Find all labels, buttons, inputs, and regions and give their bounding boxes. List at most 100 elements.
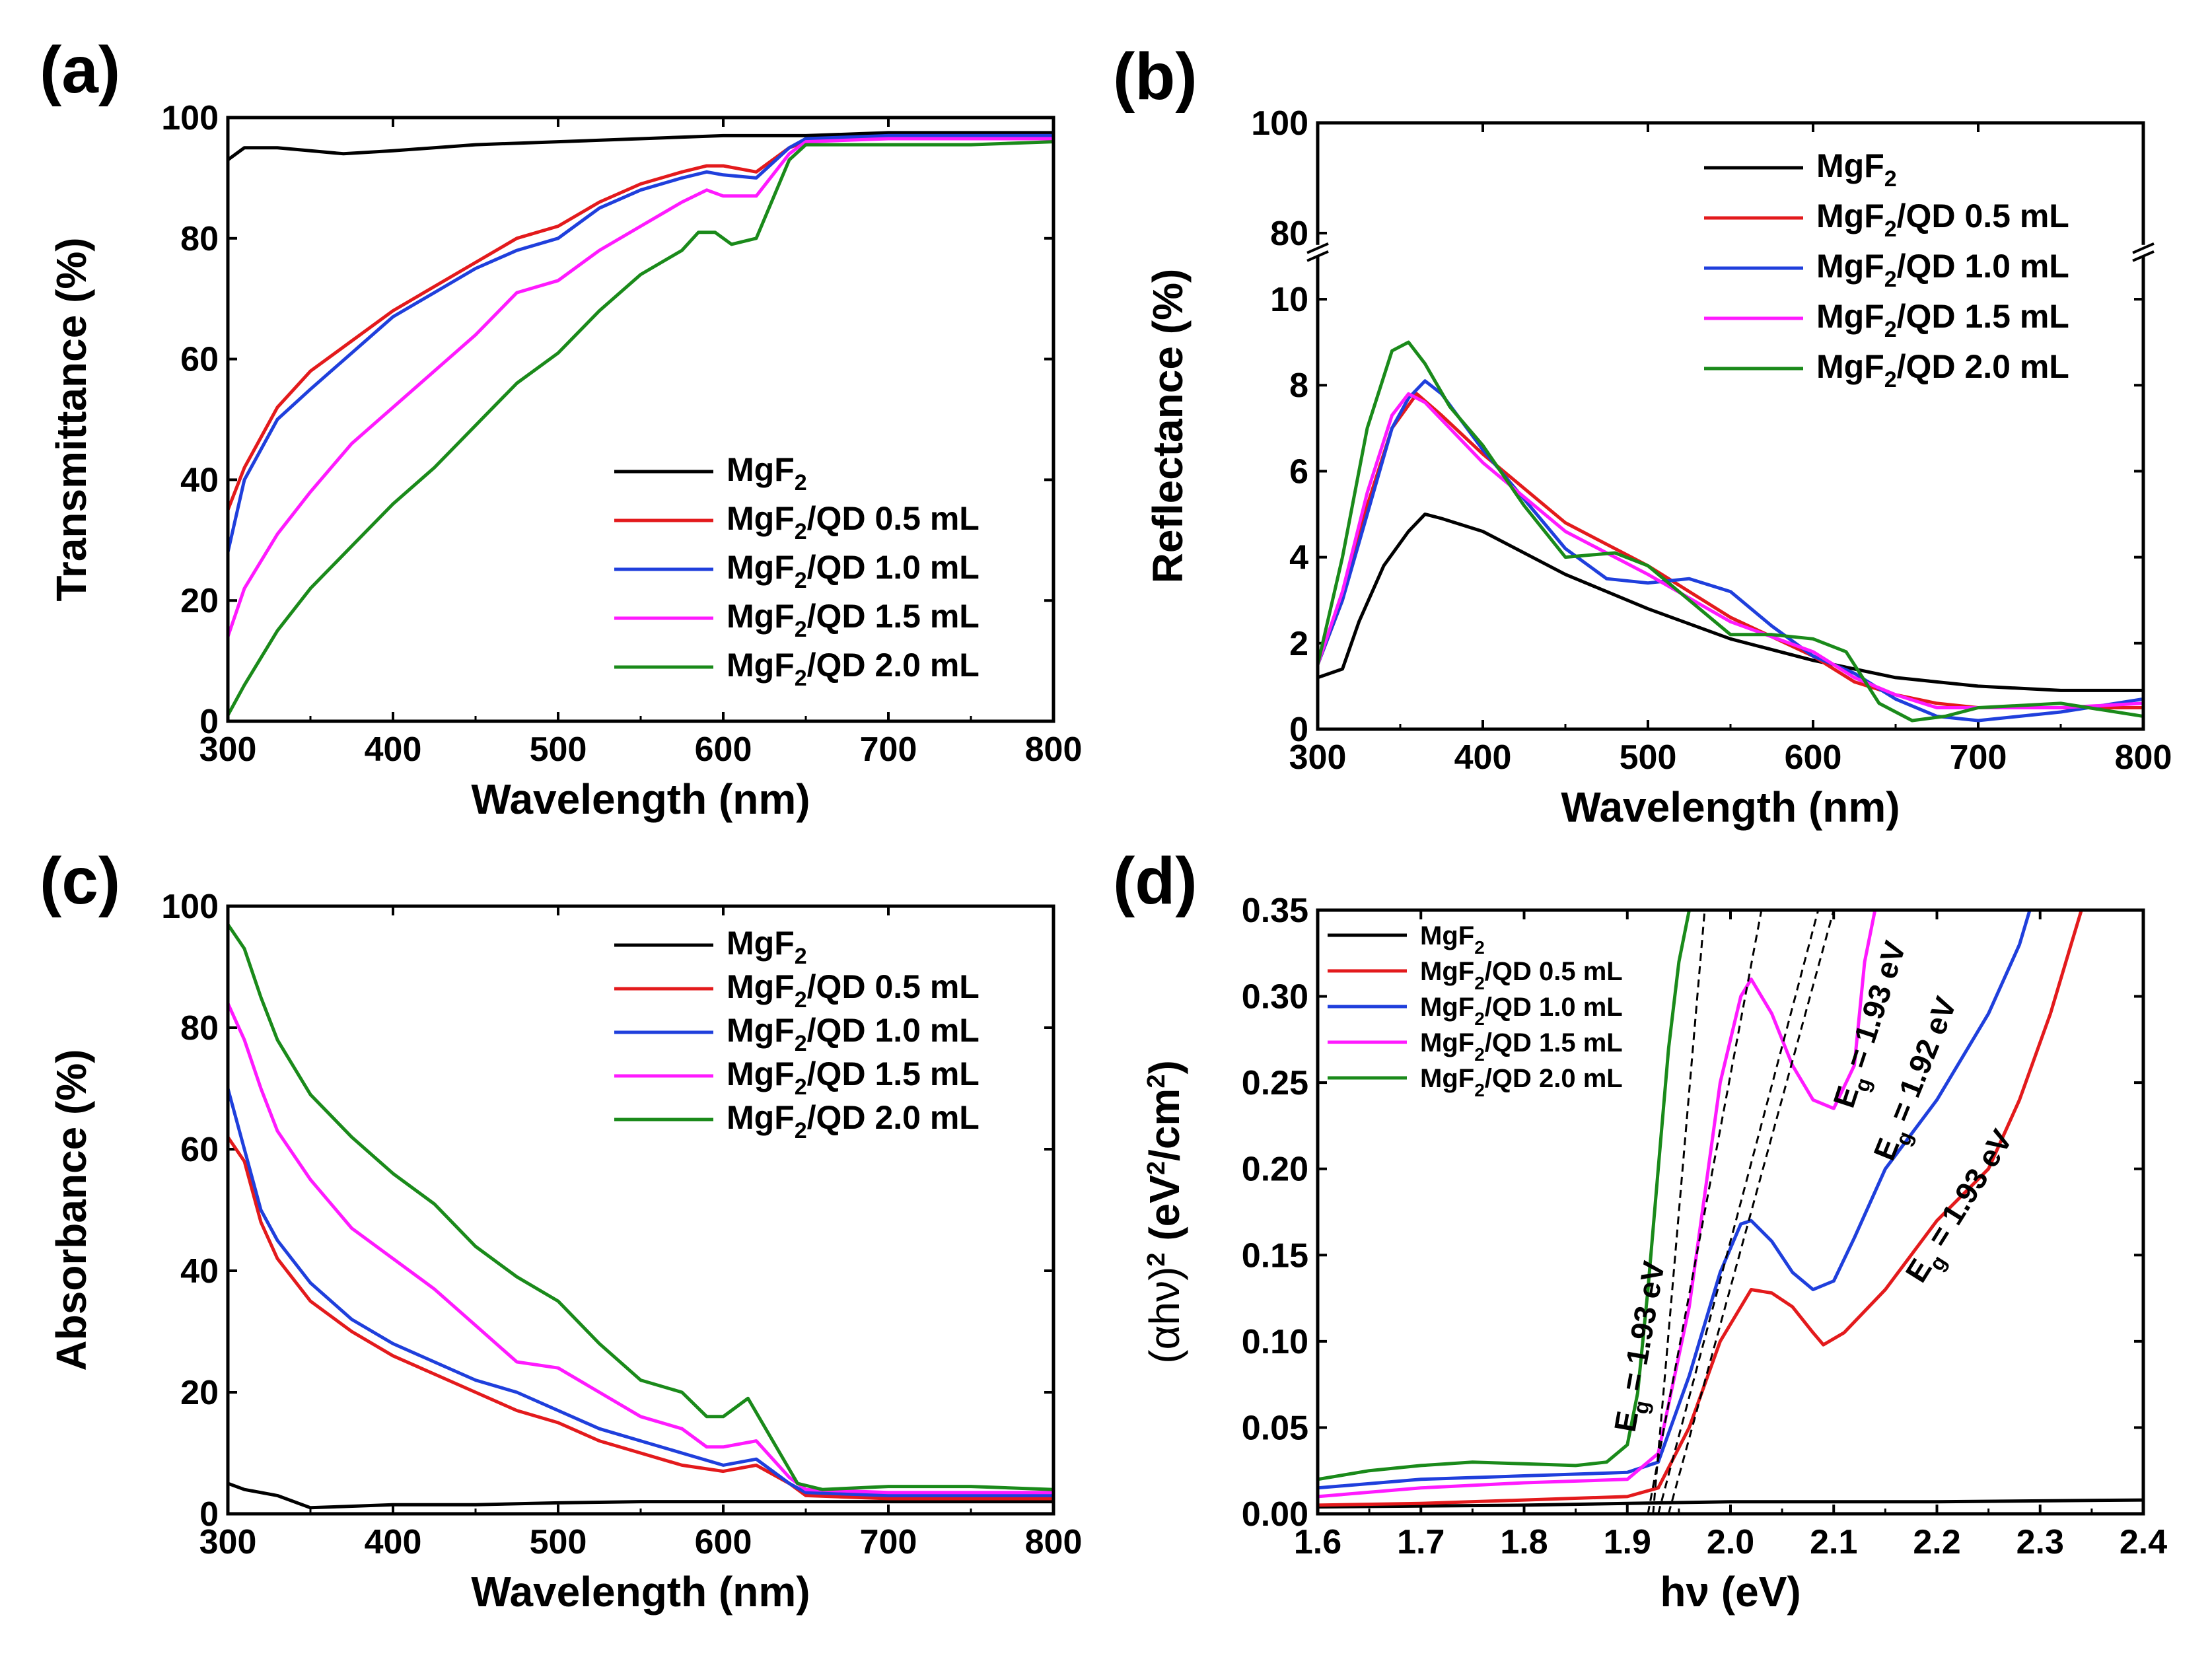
panel-label: (b): [1113, 40, 1197, 114]
y-tick-label: 40: [180, 1252, 219, 1291]
series-line-2: [228, 1088, 1053, 1497]
x-tick-label: 2.0: [1707, 1523, 1754, 1561]
y-tick-label: 8: [1289, 367, 1308, 405]
y-axis-label: Reflectance (%): [1144, 269, 1192, 584]
y-tick-label: 80: [180, 1009, 219, 1048]
x-tick-label: 500: [530, 730, 587, 769]
legend-entry: MgF2/QD 1.0 mL: [1420, 993, 1623, 1029]
y-tick-label: 0.35: [1242, 892, 1308, 930]
x-tick-label: 300: [199, 730, 257, 769]
y-axis-label: (αhν)2 (eV2/cm2): [1141, 1060, 1188, 1364]
y-tick-label: 60: [180, 1131, 219, 1169]
legend-entry: MgF2/QD 1.0 mL: [727, 549, 980, 593]
x-tick-label: 600: [695, 730, 752, 769]
panel-d: (d) 1.6 1.7 1.8 1.9 2.0 2.1 2.2 2.3 2.4 0.00 0.05 0.…: [1113, 844, 2167, 1616]
x-tick-label: 1.7: [1397, 1523, 1445, 1561]
x-tick-label: 600: [1785, 738, 1842, 777]
series-line-1: [1318, 392, 2143, 709]
series-line-2: [228, 133, 1053, 553]
y-tick-label: 100: [161, 99, 219, 137]
axis-break-mark: [1306, 242, 1329, 254]
axis-break-mark: [1306, 250, 1329, 262]
y-tick-label: 0.30: [1242, 978, 1308, 1016]
series-line-4: [1318, 340, 2143, 723]
y-axis-label: Transmittance (%): [48, 237, 95, 601]
legend-entry: MgF2/QD 0.5 mL: [727, 500, 980, 544]
y-tick-label: 10: [1270, 281, 1308, 319]
series-group: [228, 923, 1053, 1510]
y-tick-label: 0.10: [1242, 1323, 1308, 1361]
x-tick-label: 500: [530, 1523, 587, 1561]
y-tick-label: 0: [199, 1495, 219, 1534]
legend-entry: MgF2: [1420, 921, 1485, 958]
y-tick-label: 0: [1289, 711, 1308, 749]
y-tick-label: 0.25: [1242, 1064, 1308, 1102]
y-tick-label: 0.05: [1242, 1409, 1308, 1447]
fit-line-2: [1657, 910, 1820, 1514]
x-tick-label: 700: [860, 730, 917, 769]
y-tick-label: 0.20: [1242, 1151, 1308, 1189]
legend-entry: MgF2/QD 0.5 mL: [727, 968, 980, 1013]
x-tick-label: 600: [695, 1523, 752, 1561]
x-axis-label: hν (eV): [1660, 1568, 1801, 1616]
legend-entry: MgF2/QD 2.0 mL: [727, 647, 980, 691]
axis-break-mark: [2132, 250, 2155, 262]
legend-entry: MgF2: [1816, 147, 1897, 192]
series-group: [228, 131, 1053, 717]
legend-entry: MgF2/QD 1.0 mL: [1816, 248, 2069, 292]
series-line-0: [1318, 513, 2143, 692]
fit-line-3: [1667, 910, 1835, 1514]
x-tick-label: 1.8: [1500, 1523, 1548, 1561]
y-tick-label: 100: [161, 888, 219, 926]
legend-entry: MgF2/QD 2.0 mL: [1420, 1064, 1623, 1100]
series-line-4: [228, 140, 1053, 717]
x-tick-label: 500: [1620, 738, 1677, 777]
legend-entry: MgF2/QD 2.0 mL: [727, 1099, 980, 1143]
x-tick-label: 800: [2115, 738, 2172, 777]
y-tick-label-upper: 80: [1270, 215, 1308, 253]
legend-entry: MgF2/QD 2.0 mL: [1816, 348, 2069, 392]
x-tick-label: 2.4: [2120, 1523, 2167, 1561]
x-tick-label: 800: [1025, 730, 1083, 769]
x-tick-label: 2.2: [1913, 1523, 1960, 1561]
legend-entry: MgF2/QD 1.0 mL: [727, 1012, 980, 1056]
x-tick-label: 300: [1289, 738, 1347, 777]
series-line-0: [228, 131, 1053, 162]
plot-frame: [226, 116, 1055, 723]
panel-label: (c): [40, 844, 120, 918]
y-tick-label: 40: [180, 461, 219, 499]
legend: MgF2 MgF2/QD 0.5 mL MgF2/QD 1.0 mL MgF2/QD …: [614, 451, 980, 691]
legend-entry: MgF2/QD 0.5 mL: [1420, 957, 1623, 993]
legend-entry: MgF2/QD 0.5 mL: [1816, 197, 2069, 242]
fit-line-1: [1647, 910, 1763, 1514]
legend-entry: MgF2: [727, 451, 807, 495]
panel-b: (b) 300 400 500 600 700 800 0 2 4 6 8 10 80 100 Wavelen…: [1113, 40, 2172, 831]
y-tick-label: 0.00: [1242, 1495, 1308, 1534]
series-line-4: [228, 923, 1053, 1491]
y-tick-label: 0.15: [1242, 1236, 1308, 1275]
x-tick-label: 700: [1950, 738, 2007, 777]
legend-entry: MgF2/QD 1.5 mL: [1420, 1028, 1623, 1065]
panel-c: (c) 300 400 500 600 700 800 0 20 40 60 80 100 Wavelen…: [40, 844, 1082, 1616]
y-tick-label: 20: [180, 1374, 219, 1412]
series-line-3: [1318, 392, 2143, 709]
panel-a: (a) 300 400 500 600 700 800 0 20 40 60 80 100 Wavelen…: [40, 33, 1082, 823]
legend-entry: MgF2/QD 1.5 mL: [1816, 298, 2069, 342]
series-line-1: [228, 1136, 1053, 1501]
y-tick-label: 80: [180, 220, 219, 258]
plot-frame: [1316, 121, 2145, 731]
y-tick-label: 4: [1289, 539, 1308, 577]
x-tick-label: 400: [365, 730, 422, 769]
legend-entry: MgF2/QD 1.5 mL: [727, 1055, 980, 1100]
series-line-2: [1318, 910, 2032, 1490]
y-tick-label-upper: 100: [1251, 104, 1308, 143]
series-group: [1318, 340, 2143, 723]
series-line-0: [228, 1481, 1053, 1510]
legend-entry: MgF2: [727, 925, 807, 969]
series-line-0: [1318, 1498, 2143, 1509]
series-line-2: [1318, 379, 2143, 723]
fit-line-0: [1652, 910, 1706, 1514]
x-axis-label: Wavelength (nm): [471, 775, 810, 823]
